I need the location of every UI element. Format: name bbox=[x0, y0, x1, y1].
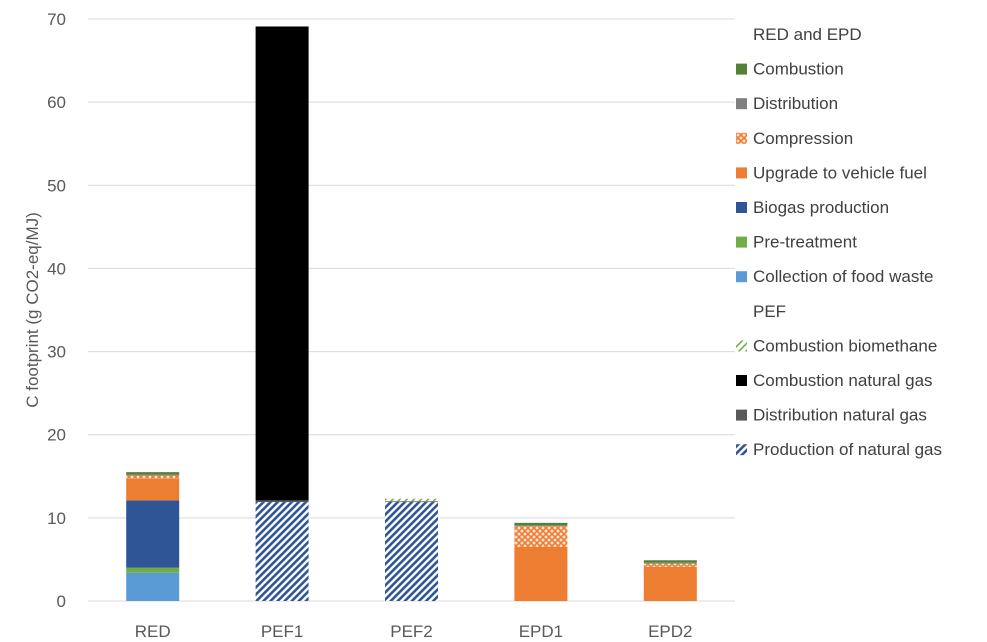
bar-stack-red bbox=[126, 472, 180, 601]
legend-item-combustion: Combustion bbox=[736, 60, 844, 79]
bars bbox=[126, 26, 697, 601]
legend-swatch bbox=[736, 340, 747, 352]
y-axis-label: C footprint (g CO2-eq/MJ) bbox=[23, 212, 42, 408]
legend-item-distribution_ng: Distribution natural gas bbox=[736, 406, 927, 425]
y-tick-label: 60 bbox=[47, 93, 66, 112]
legend-swatch bbox=[736, 236, 747, 248]
legend-label: Distribution bbox=[753, 94, 838, 113]
legend-group-header: PEF bbox=[753, 302, 786, 321]
x-tick-label: EPD1 bbox=[519, 622, 563, 641]
bar-segment-compression bbox=[126, 475, 180, 479]
legend-group-header: RED and EPD bbox=[753, 25, 862, 44]
bar-segment-production_ng bbox=[385, 502, 438, 601]
bar-segment-compression bbox=[514, 526, 568, 547]
legend-item-pretreatment: Pre-treatment bbox=[736, 233, 857, 252]
y-tick-labels: 0 10 20 30 40 50 60 70 bbox=[47, 10, 66, 611]
legend-item-distribution: Distribution bbox=[736, 94, 838, 113]
bar-stack-pef1 bbox=[255, 26, 309, 601]
x-tick-label: PEF2 bbox=[390, 622, 433, 641]
bar-segment-combustion bbox=[514, 522, 568, 526]
bar-segment-production_ng bbox=[255, 502, 309, 601]
legend-label: Upgrade to vehicle fuel bbox=[753, 163, 927, 182]
bar-stack-epd2 bbox=[643, 560, 697, 601]
y-tick-label: 0 bbox=[57, 592, 66, 611]
legend-label: Combustion bbox=[753, 60, 844, 79]
y-tick-label: 40 bbox=[47, 259, 66, 278]
x-tick-label: EPD2 bbox=[648, 622, 692, 641]
y-tick-label: 50 bbox=[47, 176, 66, 195]
legend-label: Distribution natural gas bbox=[753, 406, 927, 425]
legend-label: Production of natural gas bbox=[753, 440, 942, 459]
legend-item-production_ng: Production of natural gas bbox=[736, 440, 942, 459]
legend-label: Combustion natural gas bbox=[753, 371, 933, 390]
bar-segment-distribution_ng bbox=[385, 501, 438, 503]
legend-label: Compression bbox=[753, 129, 853, 148]
y-tick-label: 20 bbox=[47, 426, 66, 445]
legend-item-collection: Collection of food waste bbox=[736, 267, 934, 286]
legend-swatch bbox=[736, 375, 747, 386]
x-tick-labels: RED PEF1 PEF2 EPD1 EPD2 bbox=[135, 622, 693, 641]
bar-segment-distribution bbox=[126, 474, 180, 476]
bar-segment-combustion_ng bbox=[255, 26, 309, 501]
legend-item-compression: Compression bbox=[736, 129, 853, 148]
bar-stack-pef2 bbox=[385, 498, 438, 601]
legend-item-combustion_biomethane: Combustion biomethane bbox=[736, 336, 937, 355]
legend-swatch bbox=[736, 63, 747, 75]
legend-item-combustion_ng: Combustion natural gas bbox=[736, 371, 933, 390]
y-tick-label: 10 bbox=[47, 509, 66, 528]
y-tick-label: 30 bbox=[47, 343, 66, 362]
legend-swatch bbox=[736, 167, 747, 179]
bar-segment-distribution bbox=[514, 525, 568, 527]
bar-segment-combustion bbox=[126, 472, 180, 475]
bar-segment-combustion bbox=[643, 560, 697, 563]
bar-segment-pretreatment bbox=[126, 567, 180, 573]
legend-label: Pre-treatment bbox=[753, 233, 857, 252]
gridlines bbox=[88, 18, 735, 602]
bar-segment-biogas bbox=[126, 500, 180, 568]
legend: RED and EPD Combustion Distribution Compres… bbox=[736, 25, 942, 459]
legend-label: Biogas production bbox=[753, 198, 889, 217]
legend-swatch bbox=[736, 202, 747, 213]
bar-segment-compression bbox=[643, 563, 697, 567]
bar-segment-distribution_ng bbox=[255, 500, 309, 503]
legend-item-upgrade: Upgrade to vehicle fuel bbox=[736, 163, 927, 182]
legend-label: Collection of food waste bbox=[753, 267, 934, 286]
x-tick-label: PEF1 bbox=[261, 622, 304, 641]
x-tick-label: RED bbox=[135, 622, 171, 641]
bar-segment-distribution bbox=[643, 562, 697, 564]
bar-segment-collection bbox=[126, 572, 180, 601]
legend-swatch bbox=[736, 98, 747, 110]
bar-segment-combustion_biomethane bbox=[385, 498, 438, 502]
legend-swatch bbox=[736, 444, 747, 456]
legend-label: Combustion biomethane bbox=[753, 336, 937, 355]
bar-segment-upgrade bbox=[643, 566, 697, 601]
legend-swatch bbox=[736, 271, 747, 283]
bar-segment-upgrade bbox=[126, 478, 180, 501]
y-tick-label: 70 bbox=[47, 10, 66, 29]
bar-stack-epd1 bbox=[514, 522, 568, 601]
bar-segment-upgrade bbox=[514, 546, 568, 601]
legend-swatch bbox=[736, 409, 747, 421]
legend-item-biogas: Biogas production bbox=[736, 198, 889, 217]
legend-swatch bbox=[736, 132, 747, 144]
